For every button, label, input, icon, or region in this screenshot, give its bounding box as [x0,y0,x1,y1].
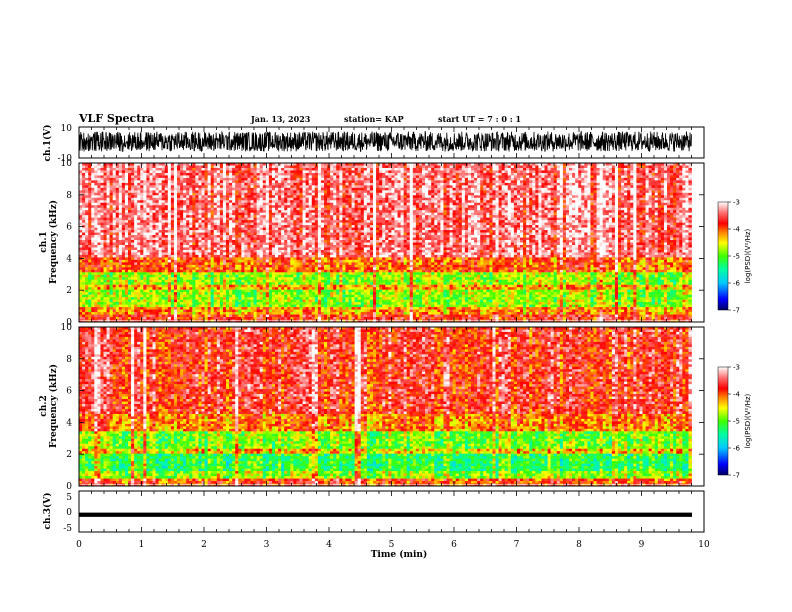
station-label: station= KAP [344,114,404,124]
ch3-ytick-mid: 0 [66,508,72,518]
spectrogram-ytick: 4 [66,418,72,428]
ch1-spectrogram-image [79,163,692,323]
ch2-colorbar-label: log(PSD)(V²/Hz) [744,393,752,448]
ch1-ytick-top: 10 [61,124,73,134]
x-tick-label: 7 [514,540,520,550]
date-label: Jan. 13, 2023 [250,114,311,124]
ch1-ytick-bottom: -10 [58,154,73,164]
ch3-waveform-trace [78,512,692,517]
colorbar-tick-label: -3 [733,199,740,207]
ch1-spectrogram-panel: 0 2 4 6 8 10 ch.1 Frequency (kHz) [39,159,705,328]
colorbar-tick-label: -4 [733,226,741,234]
colorbar-tick-label: -7 [733,307,740,315]
x-axis-label: Time (min) [371,549,428,560]
ch1-spectrogram-ylabel-channel: ch.1 [39,231,49,252]
ch2-spectrogram-image [79,327,692,487]
x-tick-label: 3 [264,540,270,550]
colorbar-tick-label: -4 [733,391,741,399]
ch1-waveform-ylabel: ch.1(V) [42,125,53,162]
colorbar-tick-label: -5 [733,418,740,426]
colorbar-tick-label: -6 [733,280,741,288]
x-tick-label: 9 [639,540,645,550]
colorbar-tick-label: -6 [733,445,741,453]
ch3-ytick-bottom: -5 [63,524,72,534]
x-tick-label: 0 [76,540,82,550]
x-tick-label: 1 [139,540,145,550]
spectrogram-ytick: 10 [61,159,73,169]
ch3-ytick-top: 5 [66,493,72,503]
figure-title: VLF Spectra [78,112,154,125]
spectrogram-ytick: 2 [66,286,72,296]
ch1-waveform-panel: 10 -10 ch.1(V) [42,124,705,164]
x-tick-label: 2 [201,540,207,550]
colorbar-tick-label: -3 [733,364,740,372]
ch2-spectrogram-panel: 0 2 4 6 8 10 ch.2 Frequency (kHz) [39,323,705,492]
ch1-spectrogram-ylabel: Frequency (kHz) [48,200,59,284]
x-tick-label: 6 [451,540,457,550]
spectrogram-ytick: 10 [61,323,73,333]
x-tick-label: 5 [389,540,395,550]
ch3-waveform-ylabel: ch.3(V) [42,493,53,530]
colorbar-tick-label: -5 [733,253,740,261]
ch1-colorbar: -3 -4 -5 -6 -7 log(PSD)(V²/Hz) [717,199,752,315]
ch1-waveform-trace [78,130,692,152]
ch2-spectrogram-ylabel: Frequency (kHz) [48,364,59,448]
x-tick-label: 10 [698,540,710,550]
spectrogram-ytick: 8 [66,355,72,365]
start-time-label: start UT = 7 : 0 : 1 [438,114,521,124]
spectrogram-ytick: 0 [66,482,72,492]
x-tick-label: 8 [576,540,582,550]
spectrogram-ytick: 4 [66,254,72,264]
spectrogram-ytick: 2 [66,450,72,460]
ch3-waveform-panel: 5 0 -5 ch.3(V) [42,490,705,534]
colorbar-tick-label: -7 [733,472,740,480]
spectrogram-ytick: 0 [66,318,72,328]
ch2-colorbar: -3 -4 -5 -6 -7 log(PSD)(V²/Hz) [717,364,752,480]
ch1-colorbar-label: log(PSD)(V²/Hz) [744,228,752,283]
spectrogram-ytick: 6 [66,387,72,397]
x-tick-label: 4 [326,540,332,550]
spectrogram-ytick: 8 [66,191,72,201]
ch2-spectrogram-ylabel-channel: ch.2 [39,395,49,416]
spectrogram-ytick: 6 [66,223,72,233]
